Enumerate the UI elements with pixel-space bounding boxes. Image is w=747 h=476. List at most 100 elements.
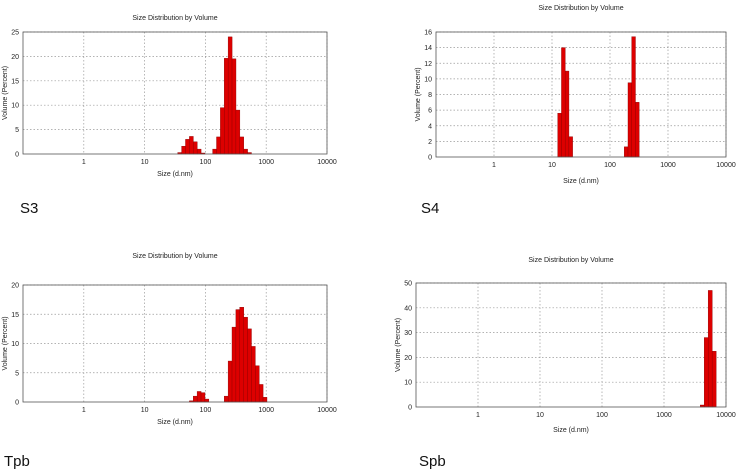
y-tick-label: 30 [404, 330, 412, 337]
data-bar [239, 136, 244, 155]
data-bar [704, 337, 709, 408]
chart-panel-s4: Size Distribution by Volume 1 10 100 1000 100… [373, 0, 747, 225]
x-tick-label: 10000 [317, 159, 337, 166]
y-tick-label: 10 [11, 341, 19, 348]
data-bar [216, 136, 221, 155]
data-bar [224, 395, 229, 403]
x-tick-label: 1000 [258, 407, 274, 414]
data-bar [193, 141, 198, 155]
data-bar [200, 392, 206, 403]
chart-caption: Spb [419, 453, 446, 470]
chart-caption: S4 [421, 200, 440, 217]
x-tick-label: 10000 [716, 412, 736, 419]
y-axis-label: Volume (Percent) [395, 318, 402, 372]
y-tick-label: 6 [428, 108, 432, 115]
y-tick-label: 15 [11, 78, 19, 85]
x-tick-label: 10000 [317, 407, 337, 414]
y-axis-label: Volume (Percent) [2, 316, 9, 370]
x-tick-label: 1 [82, 159, 86, 166]
x-tick-label: 10 [141, 159, 149, 166]
data-bar [707, 290, 713, 408]
data-bar [235, 309, 241, 403]
y-tick-label: 20 [11, 54, 19, 61]
y-tick-label: 10 [424, 76, 432, 83]
chart-panel-tpb: Size Distribution by Volume 1 10 100 1000 100… [0, 240, 373, 476]
y-tick-label: 4 [428, 123, 432, 130]
y-tick-label: 10 [404, 380, 412, 387]
y-tick-label: 2 [428, 139, 432, 146]
data-bar [185, 139, 190, 155]
data-bar [189, 136, 194, 155]
data-bar [227, 360, 233, 403]
chart-title: Size Distribution by Volume [132, 253, 217, 260]
y-tick-label: 25 [11, 30, 19, 37]
x-axis-label: Size (d.nm) [563, 178, 599, 185]
x-tick-label: 100 [604, 162, 616, 169]
data-bar [258, 384, 264, 403]
data-bar [204, 398, 210, 403]
plot-area [416, 283, 726, 407]
data-bar [624, 146, 629, 158]
y-tick-label: 5 [15, 127, 19, 134]
x-axis-label: Size (d.nm) [157, 419, 193, 426]
plot-frame [435, 31, 727, 158]
y-tick-label: 0 [408, 405, 412, 412]
data-bar [227, 36, 233, 155]
data-bar [243, 316, 248, 403]
plot-frame [22, 31, 328, 155]
data-bar [561, 47, 566, 158]
y-tick-label: 0 [15, 400, 19, 407]
y-tick-label: 0 [428, 155, 432, 162]
y-tick-label: 12 [424, 61, 432, 68]
data-bar [262, 397, 268, 403]
x-tick-label: 10000 [716, 162, 736, 169]
data-bar [231, 58, 237, 155]
x-tick-label: 100 [200, 407, 212, 414]
chart-caption: S3 [20, 200, 39, 217]
y-tick-label: 8 [428, 92, 432, 99]
x-tick-label: 10 [548, 162, 556, 169]
data-bar [193, 395, 198, 403]
data-bar [181, 145, 186, 155]
data-bar [255, 365, 260, 403]
x-tick-label: 100 [200, 159, 212, 166]
data-bar [251, 346, 256, 403]
data-bar [711, 350, 717, 408]
x-tick-label: 1000 [656, 412, 672, 419]
x-axis-label: Size (d.nm) [157, 171, 193, 178]
x-tick-label: 1000 [258, 159, 274, 166]
data-bar [635, 102, 640, 158]
data-bar [235, 109, 241, 155]
data-bar [568, 136, 573, 158]
x-tick-label: 1000 [660, 162, 676, 169]
y-tick-label: 14 [424, 45, 432, 52]
x-tick-label: 1 [476, 412, 480, 419]
y-tick-label: 15 [11, 312, 19, 319]
chart-title: Size Distribution by Volume [538, 5, 623, 12]
data-bar [557, 113, 562, 158]
plot-frame [415, 282, 727, 408]
data-bar [231, 326, 237, 403]
data-bar [196, 391, 202, 403]
y-tick-label: 40 [404, 305, 412, 312]
y-tick-label: 0 [15, 152, 19, 159]
chart-s3: Size Distribution by Volume 1 10 100 1000 100… [2, 15, 337, 178]
chart-panel-spb: Size Distribution by Volume 1 10 100 1000 100… [373, 240, 747, 476]
y-tick-label: 20 [404, 355, 412, 362]
y-tick-label: 50 [404, 281, 412, 288]
y-tick-label: 5 [15, 370, 19, 377]
data-bar [220, 107, 225, 155]
data-bar [247, 328, 252, 403]
chart-title: Size Distribution by Volume [132, 15, 217, 22]
data-bar [239, 307, 244, 403]
y-axis-label: Volume (Percent) [415, 67, 422, 121]
y-tick-label: 16 [424, 30, 432, 37]
chart-title: Size Distribution by Volume [528, 257, 613, 264]
plot-area [23, 32, 327, 154]
data-bar [196, 148, 202, 155]
x-tick-label: 1 [492, 162, 496, 169]
data-bar [564, 70, 570, 158]
